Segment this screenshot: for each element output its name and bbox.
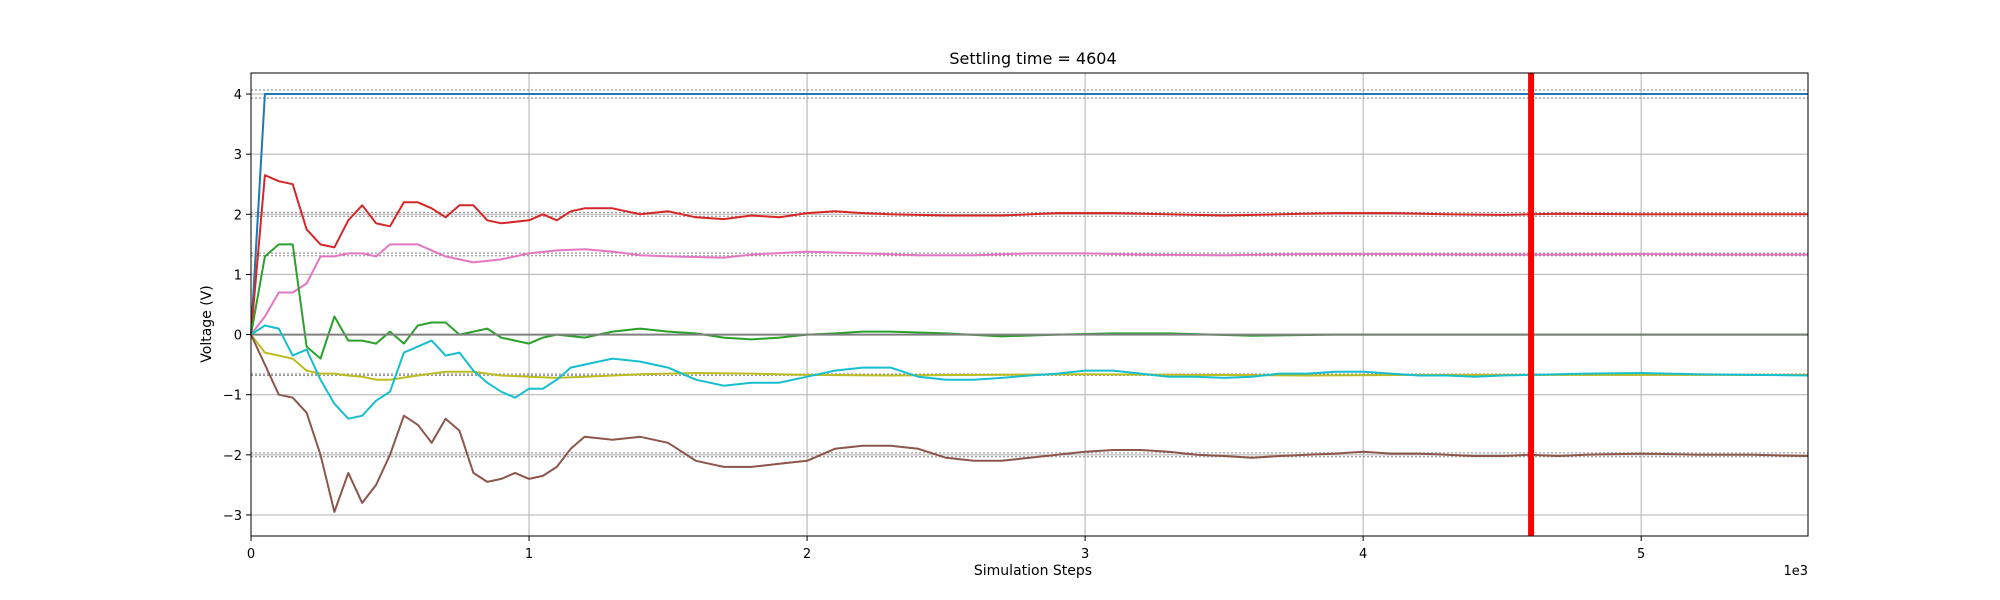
reference-bands [251, 89, 1808, 458]
x-tick-label: 4 [1359, 547, 1367, 562]
x-tick-label: 5 [1637, 547, 1645, 562]
y-axis-label: Voltage (V) [199, 285, 215, 362]
y-tick-label: 0 [234, 329, 242, 344]
y-tick-label: −1 [223, 389, 242, 404]
chart-title: Settling time = 4604 [949, 49, 1116, 68]
series-line [250, 324, 1809, 420]
x-tick-label: 2 [803, 547, 811, 562]
y-tick-label: 3 [234, 148, 242, 163]
x-tick-label: 1 [525, 547, 533, 562]
grid-lines [250, 73, 1808, 536]
x-axis-ticks: 0 1 2 3 4 5 [247, 536, 1645, 562]
series-line [250, 174, 1808, 335]
series-line [250, 93, 1808, 335]
x-axis-label: Simulation Steps [974, 563, 1092, 579]
y-tick-label: 2 [234, 208, 242, 223]
y-axis-ticks: −3 −2 −1 0 1 2 3 4 [223, 88, 251, 524]
y-tick-label: −3 [223, 509, 242, 524]
y-tick-label: 1 [234, 268, 242, 283]
x-tick-label: 3 [1081, 547, 1089, 562]
x-tick-label: 0 [247, 547, 255, 562]
x-axis-offset-text: 1e3 [1783, 564, 1808, 579]
y-tick-label: 4 [234, 88, 242, 103]
series-line [250, 333, 1808, 381]
series-line [250, 334, 1809, 513]
y-tick-label: −2 [223, 449, 242, 464]
series-lines [250, 93, 1809, 513]
plot-frame [250, 72, 1809, 537]
series-line [250, 243, 1808, 336]
